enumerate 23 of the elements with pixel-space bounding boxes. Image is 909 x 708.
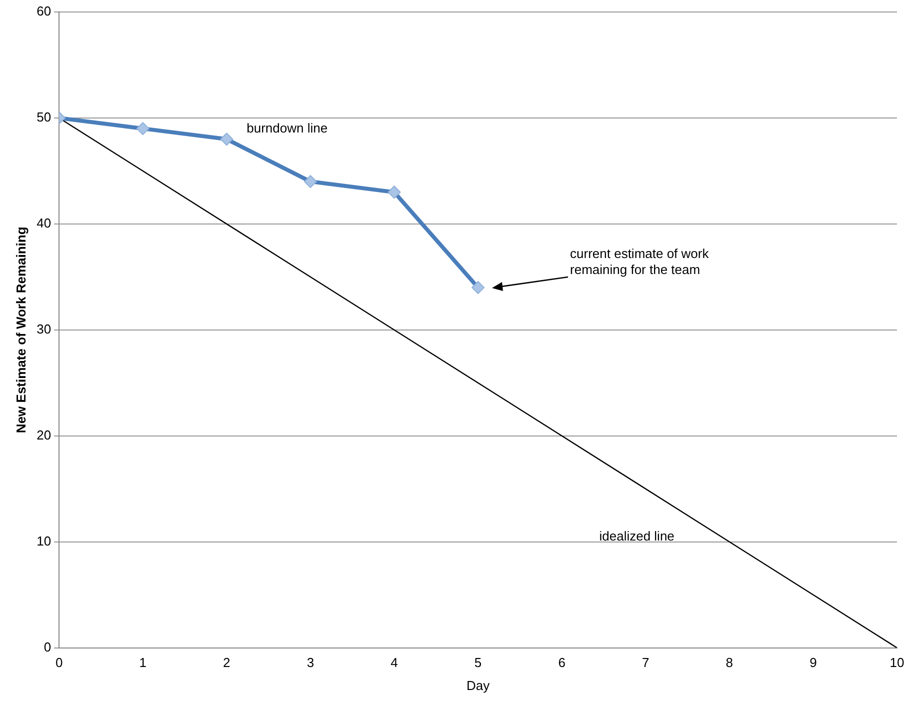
x-tick-label: 0 <box>55 655 63 670</box>
x-tick-label: 10 <box>890 655 904 670</box>
series-label: burndown line <box>246 120 328 136</box>
series-label: idealized line <box>599 528 674 544</box>
x-tick-label: 6 <box>558 655 566 670</box>
x-tick-label: 9 <box>810 655 817 670</box>
x-tick-label: 5 <box>474 655 482 670</box>
y-tick-label: 30 <box>36 321 52 336</box>
y-tick-label: 0 <box>44 639 52 654</box>
y-tick-label: 20 <box>36 427 52 442</box>
annotation: current estimate of work remaining for the team <box>570 246 710 278</box>
y-tick-label: 60 <box>36 4 52 19</box>
x-tick-label: 8 <box>726 655 734 670</box>
x-tick-label: 7 <box>642 655 650 670</box>
x-tick-label: 4 <box>390 655 398 670</box>
y-tick-label: 10 <box>36 533 52 548</box>
y-axis-title: New Estimate of Work Remaining <box>13 226 28 434</box>
x-tick-label: 2 <box>223 655 230 670</box>
x-tick-label: 1 <box>139 655 146 670</box>
x-axis-title: Day <box>466 678 490 693</box>
y-tick-label: 40 <box>36 216 52 231</box>
x-tick-label: 3 <box>306 655 314 670</box>
y-tick-label: 50 <box>36 110 52 125</box>
